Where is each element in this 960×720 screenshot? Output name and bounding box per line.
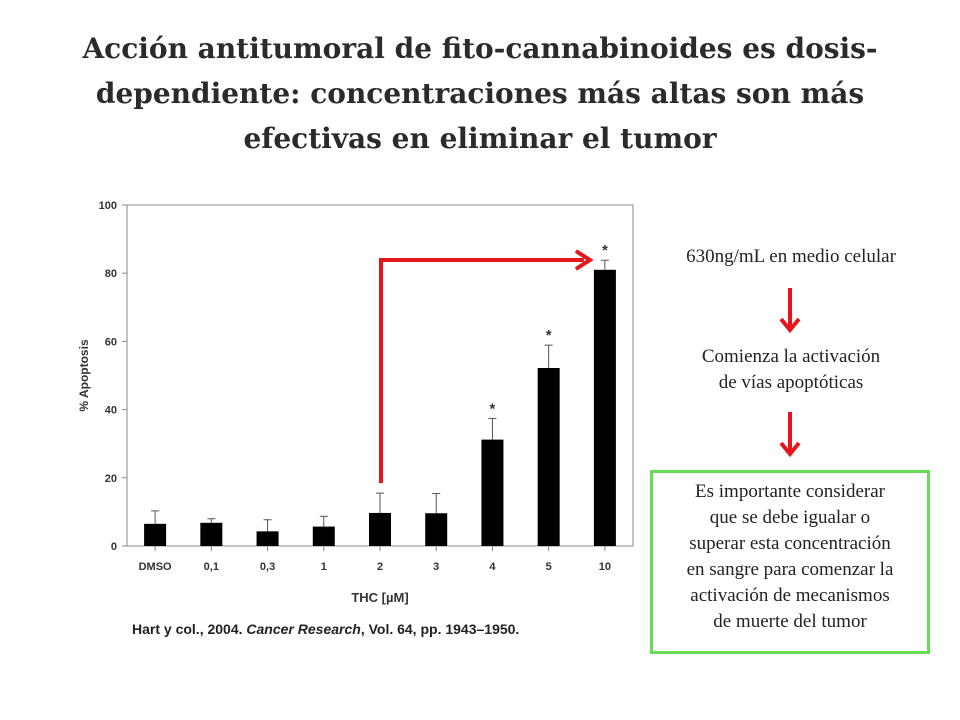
bar <box>481 439 504 546</box>
down-arrow-icon <box>779 412 801 458</box>
bar <box>425 513 448 546</box>
significance-star: * <box>546 327 552 344</box>
title-line-1: Acción antitumoral de fito-cannabinoides… <box>82 32 878 65</box>
y-tick-label: 0 <box>111 541 117 553</box>
significance-star: * <box>490 400 496 417</box>
bar <box>200 522 223 546</box>
activation-line-2: de vías apoptóticas <box>718 372 864 393</box>
y-axis-label: % Apoptosis <box>77 339 91 412</box>
bar <box>593 269 616 546</box>
y-tick-label: 60 <box>105 336 117 348</box>
apoptosis-activation-label: Comienza la activación de vías apoptótic… <box>650 344 932 396</box>
bar <box>369 512 391 546</box>
citation: Hart y col., 2004. Cancer Research, Vol.… <box>132 621 612 637</box>
concentration-text: 630ng/mL en medio celular <box>686 246 896 267</box>
x-tick-label: 2 <box>377 561 383 573</box>
bar <box>256 531 279 546</box>
note-line-1: Es importante considerar <box>695 481 885 502</box>
note-line-4: en sangre para comenzar la <box>686 559 894 580</box>
x-tick-label: 1 <box>321 561 327 573</box>
note-line-2: que se debe igualar o <box>709 507 871 528</box>
y-tick-label: 40 <box>105 405 117 417</box>
citation-journal: Cancer Research <box>246 621 361 637</box>
x-tick-label: 5 <box>546 561 552 573</box>
down-arrow-icon <box>779 288 801 334</box>
title-line-3: efectivas en eliminar el tumor <box>243 122 717 155</box>
bar <box>144 523 167 546</box>
note-line-5: activación de mecanismos <box>690 585 890 606</box>
note-line-6: de muerte del tumor <box>713 611 867 632</box>
apoptosis-bar-chart: 0 20 40 60 80 100 % Apoptosis DMSO 0,1 0,3 1 2 3 4 * 5 *… <box>77 200 634 605</box>
x-tick-label: 0,3 <box>260 561 275 573</box>
citation-authors: Hart y col., 2004. <box>132 621 243 637</box>
y-tick-label: 80 <box>105 268 117 280</box>
activation-line-1: Comienza la activación <box>701 346 881 367</box>
x-tick-label: DMSO <box>139 561 172 573</box>
note-line-3: superar esta concentración <box>689 533 891 554</box>
concentration-label: 630ng/mL en medio celular <box>650 244 932 270</box>
y-tick-label: 100 <box>99 200 117 212</box>
x-axis-label: THC [µM] <box>351 590 408 605</box>
title-line-2: dependiente: concentraciones más altas s… <box>95 77 865 110</box>
significance-star: * <box>602 242 608 259</box>
x-tick-label: 4 <box>489 561 496 573</box>
annotation-arrow-head <box>574 249 594 271</box>
slide-title: Acción antitumoral de fito-cannabinoides… <box>40 26 920 161</box>
y-tick-label: 20 <box>105 473 117 485</box>
citation-details: , Vol. 64, pp. 1943–1950. <box>360 621 520 637</box>
x-tick-label: 3 <box>433 561 439 573</box>
x-tick-label: 0,1 <box>204 561 219 573</box>
annotation-arrow-line <box>379 258 584 484</box>
bar <box>312 526 335 546</box>
important-note-box: Es importante considerar que se debe igu… <box>650 470 930 654</box>
bar <box>537 367 560 546</box>
x-tick-label: 10 <box>599 561 611 573</box>
